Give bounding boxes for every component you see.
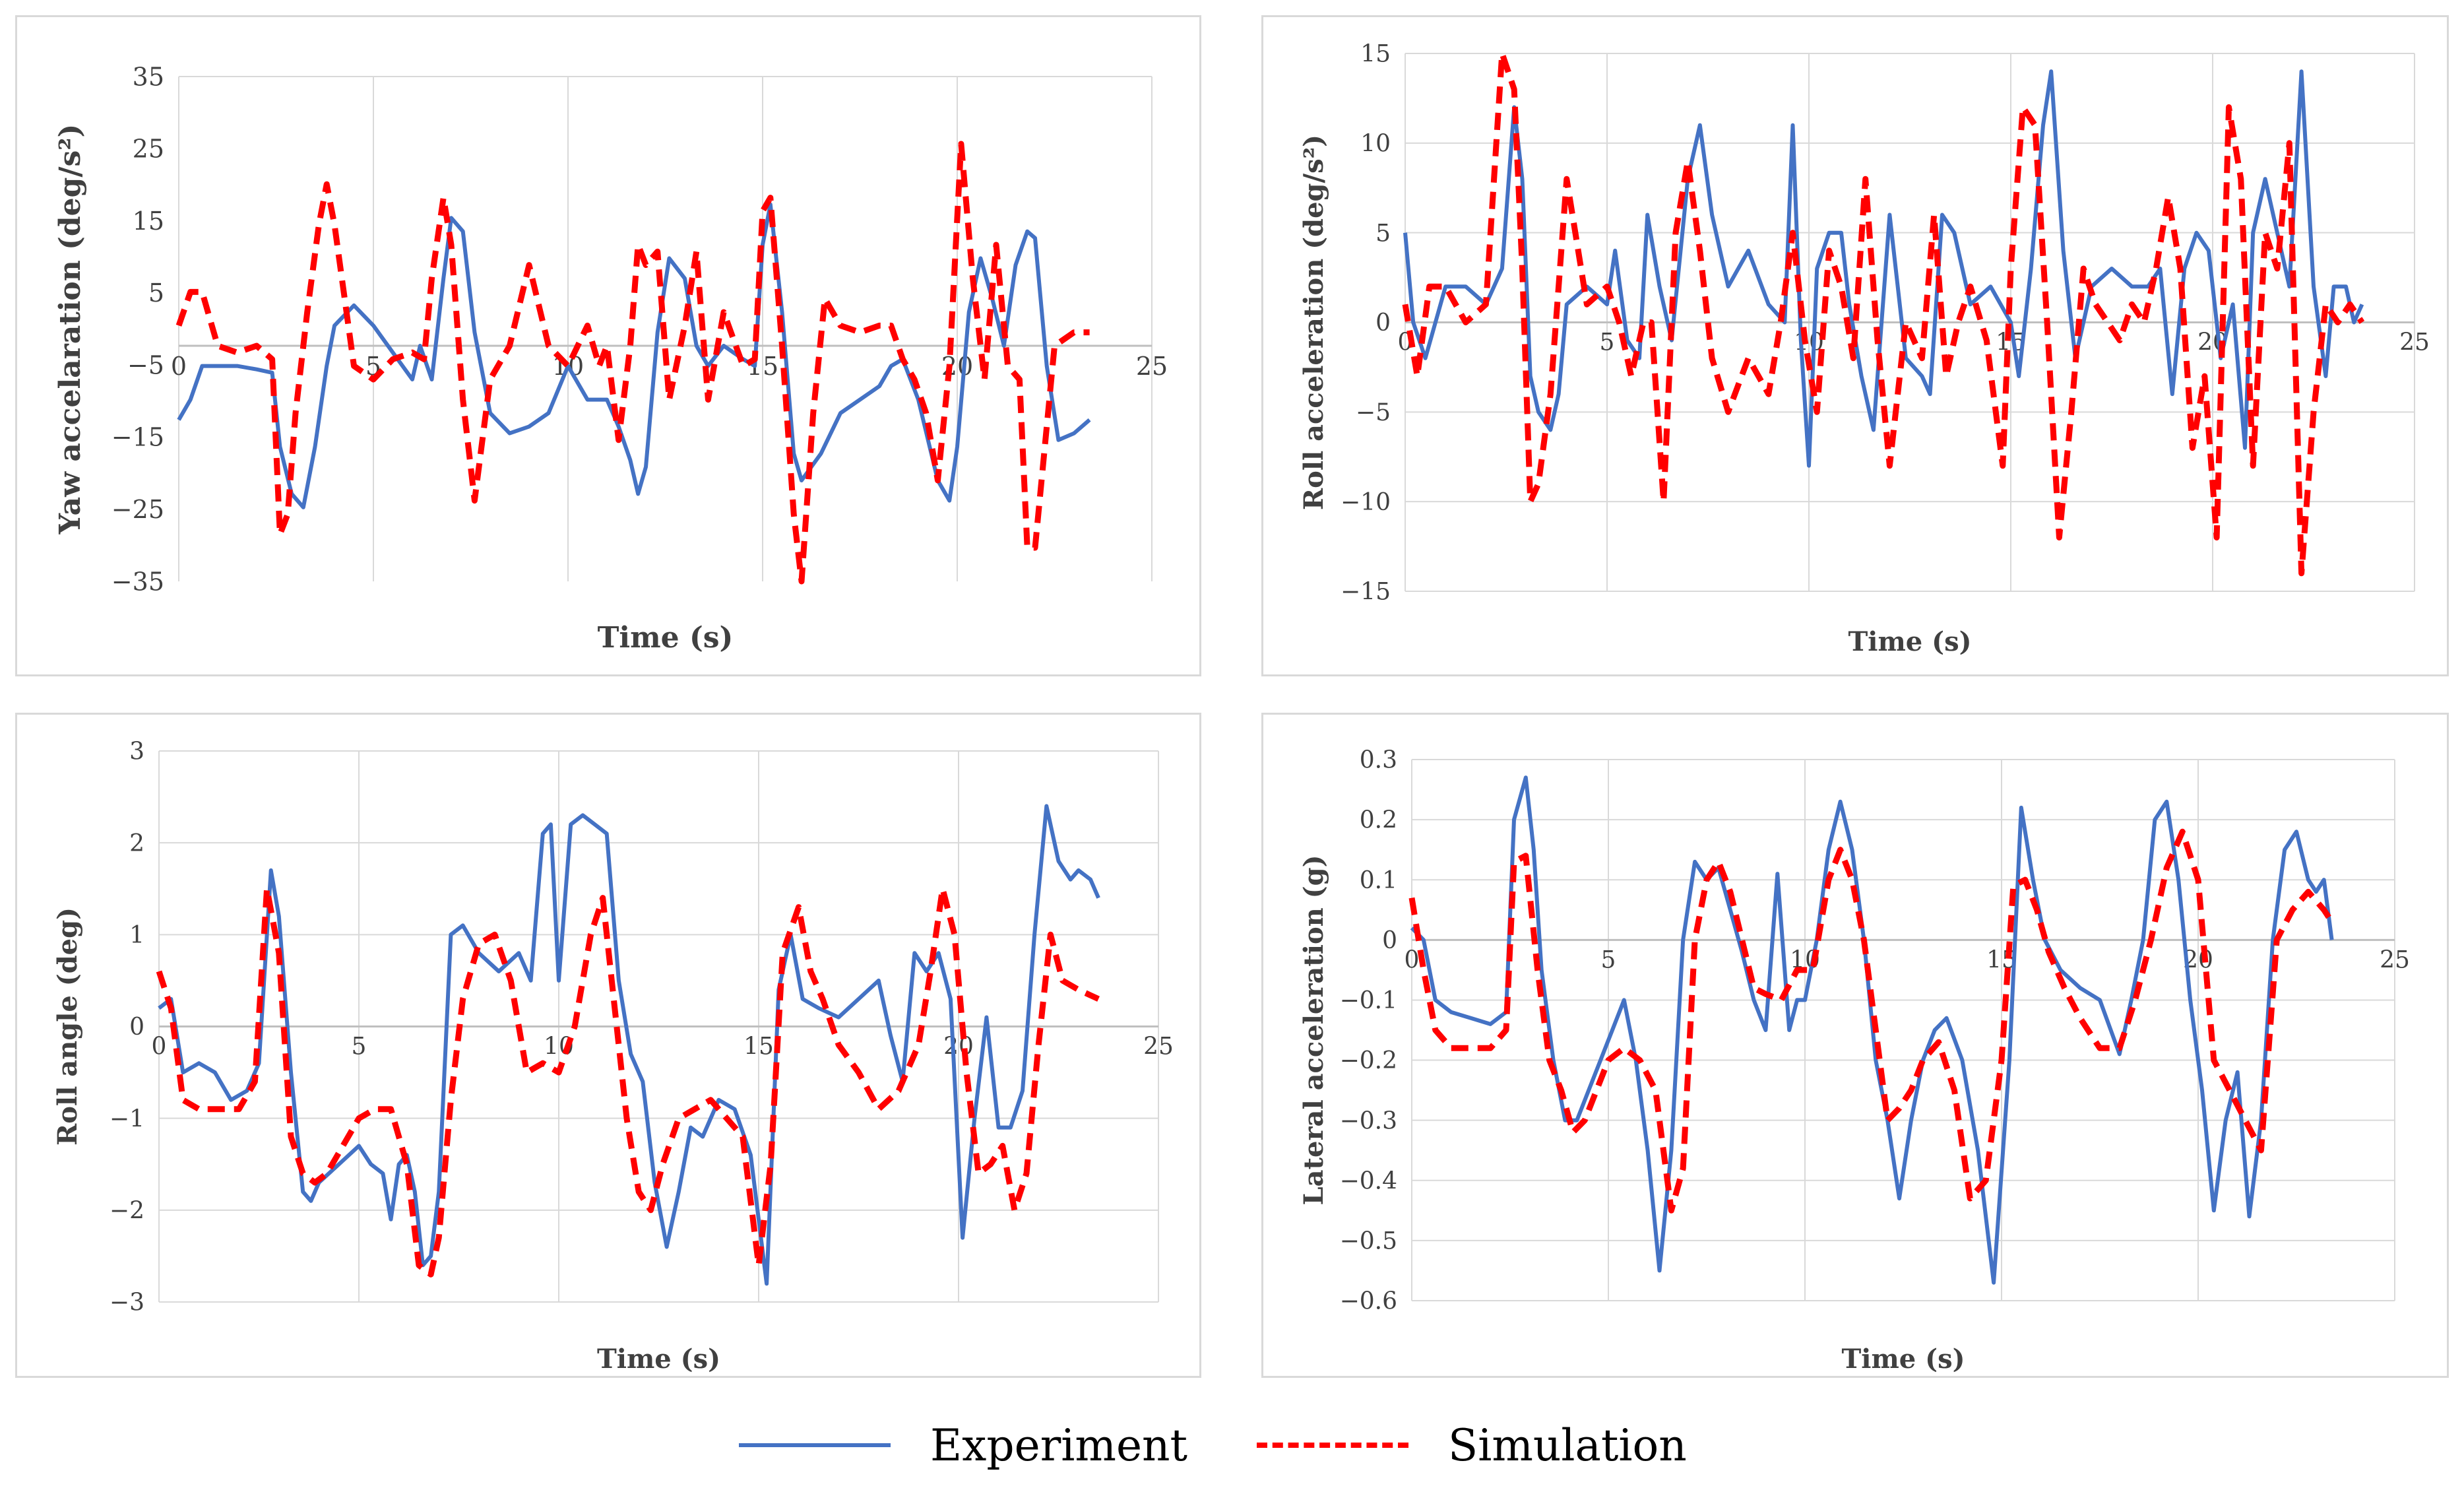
y-tick-label: −0.3 xyxy=(1340,1107,1397,1134)
chart-panel-yaw: 0 5 10 15 20 25 −35 −25 −15 −5 5 15 25 35 Time (s) Yaw … xyxy=(15,15,1201,676)
y-tick-label: −35 xyxy=(111,567,164,596)
x-tick-label: 25 xyxy=(2380,946,2410,973)
y-tick-label: 3 xyxy=(129,738,144,765)
chart-panel-roll-angle: 0 5 10 15 20 25 −3 −2 −1 0 1 2 3 Time (s) Roll angle (… xyxy=(15,713,1201,1378)
y-tick-label: 5 xyxy=(148,278,164,308)
y-tick-label: −5 xyxy=(1356,399,1391,426)
simulation-series-line xyxy=(1408,828,2335,1214)
x-tick-label: 5 xyxy=(1601,946,1616,973)
legend-label-simulation: Simulation xyxy=(1448,1419,1687,1471)
simulation-series-line xyxy=(156,886,1100,1278)
x-tick-label: 5 xyxy=(1600,329,1615,356)
x-tick-label: 25 xyxy=(1143,1033,1174,1060)
simulation-series-line xyxy=(1402,50,2365,577)
y-tick-label: −25 xyxy=(111,495,164,524)
y-tick-label: 35 xyxy=(133,62,164,91)
y-tick-label: −2 xyxy=(110,1197,144,1224)
y-axis-label: Lateral acceleration (g) xyxy=(1298,855,1329,1206)
x-tick-label: 25 xyxy=(1136,352,1168,381)
experiment-series-line xyxy=(1410,775,2334,1285)
y-tick-label: 5 xyxy=(1375,220,1391,247)
x-tick-label: 0 xyxy=(152,1033,167,1060)
legend-item-simulation: Simulation xyxy=(1257,1419,1687,1472)
y-tick-label: −1 xyxy=(110,1105,144,1132)
y-tick-label: 2 xyxy=(129,830,144,857)
legend-label-experiment: Experiment xyxy=(930,1419,1188,1471)
experiment-series-line xyxy=(177,202,1091,509)
y-tick-label: −3 xyxy=(110,1289,144,1317)
legend-swatch-simulation xyxy=(1257,1443,1408,1448)
y-tick-label: −0.2 xyxy=(1340,1047,1397,1074)
y-tick-label: −15 xyxy=(1341,579,1391,606)
y-axis-label: Roll acceleration (deg/s²) xyxy=(1298,135,1329,510)
y-axis-label: Roll angle (deg) xyxy=(52,907,83,1146)
x-tick-label: 20 xyxy=(943,1033,974,1060)
x-tick-label: 0 xyxy=(1405,946,1420,973)
chart-lateral-acceleration: 0 5 10 15 20 25−0.6−0.5−0.4−0.3−0.2−0.100.10.… xyxy=(1298,747,2410,1375)
y-tick-label: −15 xyxy=(111,423,164,452)
chart-panel-lateral-acceleration: 0 5 10 15 20 25 −0.6 −0.5 −0.4 −0.3 −0.2 −0.1 0 0.1 0.… xyxy=(1261,713,2449,1378)
y-tick-label: −5 xyxy=(127,350,164,379)
y-tick-label: 15 xyxy=(1360,41,1391,68)
x-axis-label: Time (s) xyxy=(598,621,734,655)
y-tick-label: 10 xyxy=(1360,130,1391,157)
y-tick-label: −0.6 xyxy=(1340,1288,1397,1315)
x-tick-label: 25 xyxy=(2399,329,2430,356)
y-axis-label: Yaw accelaration (deg/s²) xyxy=(53,124,87,535)
legend: Experiment Simulation xyxy=(0,1399,2464,1491)
legend-swatch-experiment xyxy=(739,1443,891,1447)
y-tick-label: 15 xyxy=(133,207,164,236)
x-tick-label: 15 xyxy=(743,1033,774,1060)
y-tick-label: 0 xyxy=(1375,309,1391,337)
experiment-series-line xyxy=(1403,69,2364,468)
x-tick-label: 0 xyxy=(171,352,187,381)
x-axis-label: Time (s) xyxy=(1848,626,1971,657)
simulation-series-line xyxy=(175,141,1090,585)
y-tick-label: −10 xyxy=(1341,489,1391,516)
y-tick-label: −0.1 xyxy=(1340,987,1397,1014)
y-tick-label: 0.1 xyxy=(1360,867,1397,894)
chart-panel-roll-acceleration: 0 5 10 15 20 25 −15 −10 −5 0 5 10 15 Time (s) Roll acc… xyxy=(1261,15,2449,676)
y-tick-label: 1 xyxy=(129,922,144,949)
y-tick-label: 0 xyxy=(1382,927,1397,954)
y-tick-label: 25 xyxy=(133,135,164,164)
experiment-series-line xyxy=(158,804,1100,1286)
x-axis-label: Time (s) xyxy=(1841,1344,1965,1375)
y-tick-label: 0.3 xyxy=(1360,747,1397,774)
y-tick-label: 0 xyxy=(129,1014,144,1041)
y-tick-label: 0.2 xyxy=(1360,807,1397,834)
y-tick-label: −0.5 xyxy=(1340,1227,1397,1254)
x-axis-label: Time (s) xyxy=(597,1344,720,1375)
y-tick-label: −0.4 xyxy=(1340,1167,1397,1194)
legend-item-experiment: Experiment xyxy=(739,1419,1187,1472)
x-tick-label: 5 xyxy=(352,1033,367,1060)
